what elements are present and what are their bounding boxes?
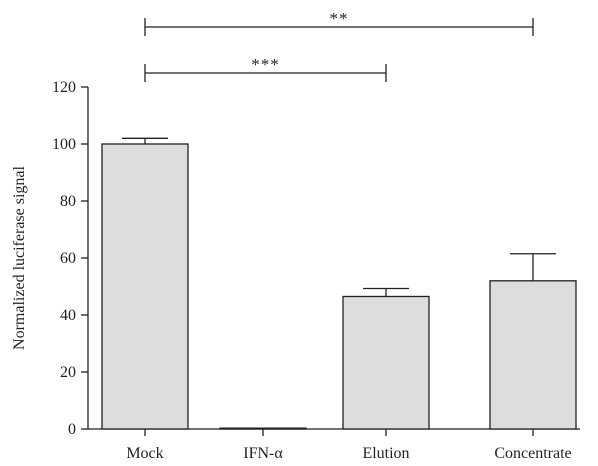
significance-brackets: ***** (144, 9, 534, 82)
y-axis-title: Normalized luciferase signal (11, 165, 28, 349)
x-tick-label-1: IFN-α (243, 445, 283, 462)
y-tick-label: 60 (60, 250, 76, 267)
y-tick-label: 40 (60, 307, 76, 324)
bar-2 (342, 295, 430, 430)
y-tick-label: 80 (60, 193, 76, 210)
y-tick-label: 0 (68, 421, 76, 438)
bar-1 (219, 427, 307, 430)
bars (101, 137, 577, 430)
significance-label-0: ** (330, 9, 349, 28)
bar-0 (101, 143, 189, 430)
y-tick-label: 20 (60, 364, 76, 381)
x-tick-label-0: Mock (126, 445, 163, 462)
bar-3 (489, 280, 577, 430)
y-tick-label: 120 (52, 79, 76, 96)
significance-label-1: *** (251, 55, 280, 74)
x-tick-label-3: Concentrate (494, 445, 571, 462)
x-tick-label-2: Elution (362, 445, 409, 462)
axes: 0 20 40 60 80 100 120 Mock IFN-α Elution Concentra… (52, 79, 580, 462)
y-tick-label: 100 (52, 136, 76, 153)
